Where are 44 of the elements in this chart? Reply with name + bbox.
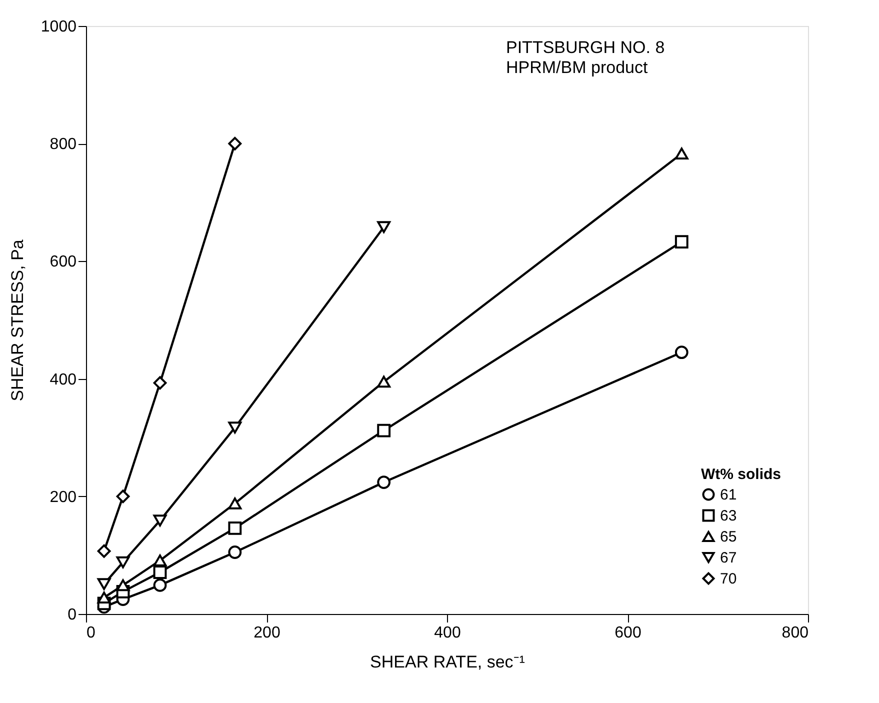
point xyxy=(116,556,130,568)
x-tick-label: 0 xyxy=(86,624,96,642)
y-tick-label: 0 xyxy=(68,606,77,624)
point xyxy=(153,554,167,566)
point xyxy=(228,546,242,559)
point xyxy=(674,148,688,160)
legend-label: 63 xyxy=(720,508,737,524)
legend-label: 61 xyxy=(720,486,737,504)
point xyxy=(153,578,167,592)
point xyxy=(116,579,130,592)
legend-label: 70 xyxy=(720,570,737,588)
point xyxy=(153,376,167,390)
y-tick-label: 400 xyxy=(50,371,77,388)
point xyxy=(153,566,167,579)
point xyxy=(674,235,688,248)
point xyxy=(228,521,242,535)
point xyxy=(377,476,391,489)
legend-label: 65 xyxy=(720,528,737,546)
point xyxy=(674,346,688,360)
point xyxy=(228,136,242,150)
y-tick-label: 800 xyxy=(50,136,77,154)
y-axis-title: SHEAR STRESS, Pa xyxy=(8,239,27,402)
legend-label: 67 xyxy=(720,550,737,566)
point xyxy=(228,498,242,510)
point xyxy=(153,514,167,526)
point xyxy=(228,422,242,434)
annotation: HPRM/BM product xyxy=(506,58,648,77)
point xyxy=(377,376,391,388)
x-tick-label: 400 xyxy=(434,624,461,642)
y-tick-label: 200 xyxy=(50,488,77,506)
x-tick-label: 200 xyxy=(254,624,280,642)
legend-title: Wt% solids xyxy=(701,466,782,483)
annotation: PITTSBURGH NO. 8 xyxy=(506,38,665,57)
x-tick-label: 800 xyxy=(782,624,809,642)
point xyxy=(116,490,130,504)
point xyxy=(377,221,391,234)
y-tick-label: 1000 xyxy=(40,18,77,36)
point xyxy=(97,592,111,604)
point xyxy=(97,578,111,590)
point xyxy=(97,544,111,558)
point xyxy=(377,424,391,438)
y-tick-label: 600 xyxy=(50,254,77,271)
x-tick-label: 600 xyxy=(614,624,642,642)
x-axis-title: SHEAR RATE, sec⁻¹ xyxy=(370,652,526,672)
